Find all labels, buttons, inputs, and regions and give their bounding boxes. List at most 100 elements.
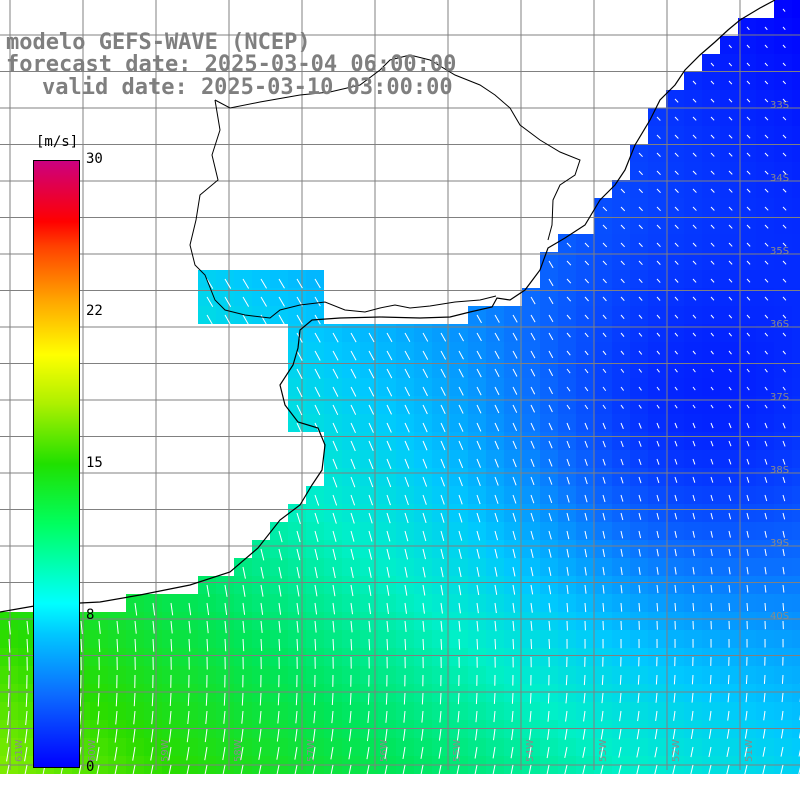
wind-arrow: [674, 386, 678, 391]
wind-arrow: [186, 728, 190, 743]
wind-arrow: [314, 566, 318, 579]
wind-arrow: [782, 116, 787, 121]
wind-arrow: [692, 170, 697, 175]
wind-arrow: [494, 476, 499, 486]
wind-arrow: [278, 278, 285, 289]
wind-arrow: [746, 44, 750, 49]
wind-arrow: [674, 584, 677, 593]
wind-arrow: [764, 566, 767, 575]
wind-cell: [792, 144, 800, 162]
wind-arrow: [782, 8, 786, 12]
wind-arrow: [206, 602, 210, 616]
wind-arrow: [530, 422, 535, 431]
wind-arrow: [764, 530, 767, 538]
wind-arrow: [584, 260, 590, 266]
wind-arrow: [260, 278, 267, 289]
wind-arrow: [512, 530, 516, 541]
wind-arrow: [638, 278, 643, 283]
wind-arrow: [781, 710, 784, 721]
wind-arrow: [530, 296, 536, 305]
wind-arrow: [655, 674, 658, 685]
wind-arrow: [548, 530, 552, 540]
wind-arrow: [656, 350, 661, 355]
wind-arrow: [294, 746, 298, 760]
wind-arrow: [782, 458, 786, 465]
wind-arrow: [728, 62, 733, 67]
wind-cell: [792, 396, 800, 414]
wind-arrow: [764, 314, 769, 319]
wind-arrow: [494, 530, 499, 541]
wind-arrow: [476, 404, 482, 414]
wind-arrow: [620, 278, 625, 284]
wind-arrow: [782, 260, 787, 265]
wind-arrow: [620, 188, 626, 194]
wind-arrow: [728, 206, 733, 211]
wind-cell: [792, 738, 800, 756]
coastline: [0, 0, 776, 613]
wind-arrow: [420, 764, 424, 778]
wind-arrow: [152, 602, 156, 616]
wind-arrow: [620, 206, 626, 212]
wind-arrow: [404, 548, 409, 560]
wind-arrow: [583, 674, 586, 686]
wind-arrow: [620, 386, 625, 391]
wind-arrow: [674, 566, 677, 575]
wind-arrow: [656, 476, 660, 484]
wind-arrow: [422, 476, 428, 487]
wind-arrow: [710, 188, 715, 193]
wind-arrow: [764, 404, 768, 409]
wind-arrow: [728, 386, 732, 391]
wind-arrow: [476, 566, 480, 577]
wind-arrow: [764, 584, 767, 593]
wind-arrow: [151, 692, 154, 707]
wind-arrow: [728, 170, 733, 175]
wind-arrow: [654, 746, 658, 758]
wind-cell: [792, 594, 800, 612]
wind-arrow: [782, 80, 787, 85]
wind-arrow: [77, 764, 82, 780]
wind-arrow: [782, 44, 786, 49]
wind-arrow: [475, 692, 478, 705]
wind-arrow: [114, 728, 118, 743]
wind-arrow: [548, 602, 551, 613]
wind-arrow: [476, 530, 481, 541]
wind-arrow: [727, 710, 730, 721]
wind-arrow: [674, 548, 677, 557]
wind-arrow: [511, 710, 514, 722]
wind-arrow: [242, 314, 250, 325]
wind-arrow: [224, 296, 232, 307]
wind-arrow: [584, 278, 590, 284]
wind-arrow: [656, 206, 661, 212]
wind-arrow: [690, 764, 694, 776]
wind-arrow: [440, 368, 446, 378]
wind-arrow: [547, 728, 550, 740]
wind-arrow: [221, 764, 226, 779]
wind-arrow: [511, 692, 514, 704]
wind-arrow: [584, 440, 588, 448]
wind-cell: [792, 162, 800, 180]
wind-arrow: [566, 296, 572, 302]
wind-arrow: [782, 548, 785, 557]
wind-arrow: [638, 242, 643, 248]
wind-arrow: [728, 296, 733, 301]
wind-arrow: [584, 314, 589, 320]
wind-arrow: [566, 476, 570, 485]
wind-arrow: [494, 350, 500, 359]
wind-arrow: [566, 422, 571, 430]
wind-arrow: [350, 620, 353, 633]
wind-arrow: [566, 494, 570, 503]
wind-arrow: [782, 350, 786, 355]
wind-arrow: [422, 530, 427, 542]
wind-arrow: [583, 692, 586, 704]
wind-arrow: [205, 692, 208, 706]
wind-cell: [792, 666, 800, 684]
wind-arrow: [674, 368, 678, 373]
wind-arrow: [350, 548, 355, 560]
wind-arrow: [746, 368, 750, 373]
wind-arrow: [566, 512, 570, 521]
wind-arrow: [224, 638, 227, 652]
wind-arrow: [656, 314, 661, 319]
wind-arrow: [782, 188, 787, 193]
wind-arrow: [782, 368, 786, 373]
wind-arrow: [690, 746, 694, 758]
